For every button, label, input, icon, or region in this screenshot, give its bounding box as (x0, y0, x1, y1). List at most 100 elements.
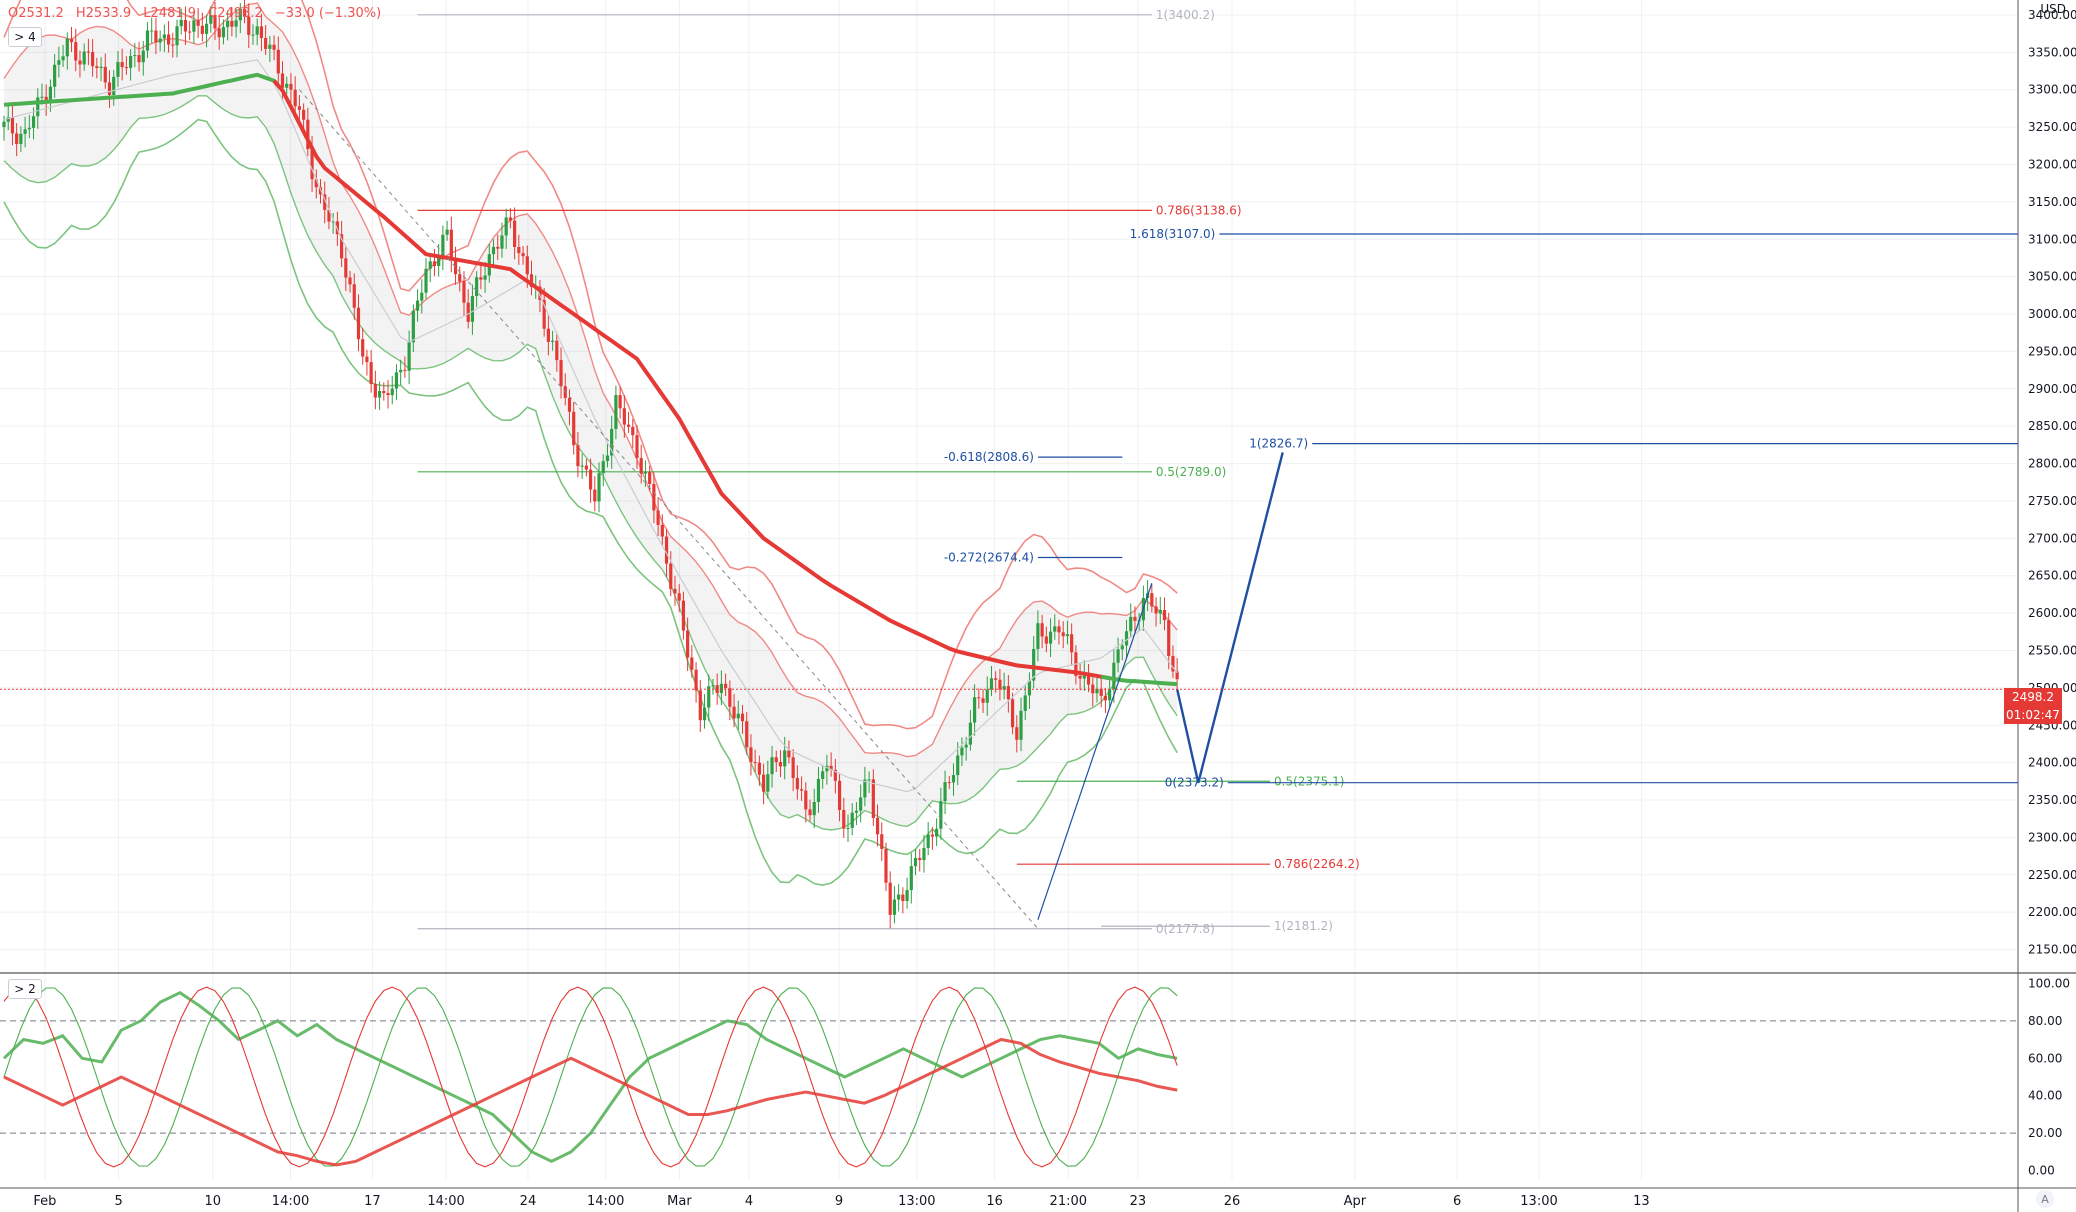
candle-body (323, 194, 327, 210)
candle-body (2, 121, 6, 128)
candle-body (361, 339, 365, 357)
candle-up (736, 700, 740, 730)
candle-body (875, 817, 880, 835)
candle-up (816, 766, 821, 813)
candle-up (53, 54, 57, 98)
slow-ma-red-segment (272, 79, 1110, 681)
high-value: H2533.9 (75, 6, 132, 21)
candle-up (504, 208, 508, 249)
candle-down (91, 39, 95, 77)
candle-up (19, 126, 23, 152)
candle-body (859, 797, 863, 811)
candle-up (551, 330, 555, 351)
candle-body (200, 25, 204, 34)
candle-body (1086, 673, 1091, 685)
candle-down (686, 617, 690, 671)
candle-down (103, 53, 107, 89)
candle-body (369, 362, 373, 385)
candle-body (382, 390, 386, 394)
candle-up (719, 670, 723, 706)
candle-down (120, 48, 124, 81)
candle-body (424, 268, 428, 293)
candle-down (795, 765, 799, 800)
candle-body (19, 133, 23, 144)
candle-down (753, 749, 757, 773)
candle-body (930, 834, 934, 837)
candle-body (1032, 648, 1036, 681)
candle-body (989, 678, 994, 690)
candle-body (27, 127, 31, 130)
fib-level-label: 1(3400.2) (1156, 8, 1215, 22)
candle-down (660, 514, 664, 547)
candle-body (614, 395, 618, 429)
candle-down (166, 21, 171, 53)
candle-up (221, 19, 226, 45)
candle-body (926, 834, 930, 848)
candle-down (698, 680, 702, 733)
candle-body (365, 356, 369, 363)
main-pane-toggle-button[interactable]: > 4 (8, 27, 42, 47)
slow-ma-green-segment (1100, 674, 1178, 687)
candle-body (707, 686, 711, 708)
candle-body (230, 20, 234, 27)
candle-up (82, 43, 86, 71)
oscillator-pane-toggle-button[interactable]: > 2 (8, 979, 42, 999)
fib-anchor-line (1037, 583, 1153, 920)
candle-body (1167, 620, 1171, 656)
candle-body (922, 847, 926, 861)
candle-down (78, 50, 82, 78)
candle-body (462, 281, 466, 303)
candle-body (985, 689, 989, 703)
candle-up (770, 746, 774, 788)
candle-body (1048, 631, 1053, 644)
auto-scale-button[interactable]: A (2036, 1190, 2054, 1208)
candle-body (1023, 695, 1027, 711)
candle-body (525, 256, 529, 275)
candle-down (361, 328, 365, 365)
candle-body (36, 97, 40, 117)
candle-up (251, 24, 255, 45)
candle-down (837, 773, 842, 822)
candle-up (411, 304, 415, 352)
candle-body (344, 258, 348, 278)
fib-extension-label: 0(2373.2) (1165, 776, 1224, 790)
candle-body (470, 296, 475, 322)
candle-body (1108, 689, 1112, 701)
candle-down (529, 260, 534, 296)
price-tick-label: 2550.00 (2028, 643, 2076, 657)
candle-up (939, 787, 943, 840)
price-tick-label: 2700.00 (2028, 531, 2076, 545)
candle-body (491, 246, 496, 255)
candle-body (48, 86, 53, 103)
candle-body (1040, 623, 1044, 637)
price-tick-label: 2250.00 (2028, 868, 2076, 882)
candle-body (998, 679, 1002, 690)
candle-body (179, 19, 183, 27)
candle-down (213, 1, 217, 40)
price-tick-label: 2350.00 (2028, 793, 2076, 807)
candle-down (778, 750, 783, 778)
candle-down (1099, 676, 1103, 708)
candle-up (605, 443, 610, 468)
candle-body (597, 473, 601, 502)
candle-down (930, 827, 934, 850)
candle-down (196, 7, 200, 39)
candle-up (192, 13, 196, 44)
candle-body (209, 15, 213, 24)
candle-up (179, 8, 183, 35)
candle-body (652, 483, 656, 511)
candle-up (913, 848, 918, 876)
candle-down (403, 356, 407, 378)
candle-up (926, 822, 930, 856)
candle-body (648, 472, 652, 484)
candle-body (884, 848, 888, 883)
candle-body (453, 259, 458, 275)
candle-body (529, 274, 534, 287)
candle-up (1158, 596, 1162, 625)
candle-up (922, 834, 926, 873)
candle-body (306, 119, 310, 150)
candle-body (1061, 632, 1065, 637)
candle-body (407, 342, 411, 371)
candle-up (48, 79, 53, 112)
